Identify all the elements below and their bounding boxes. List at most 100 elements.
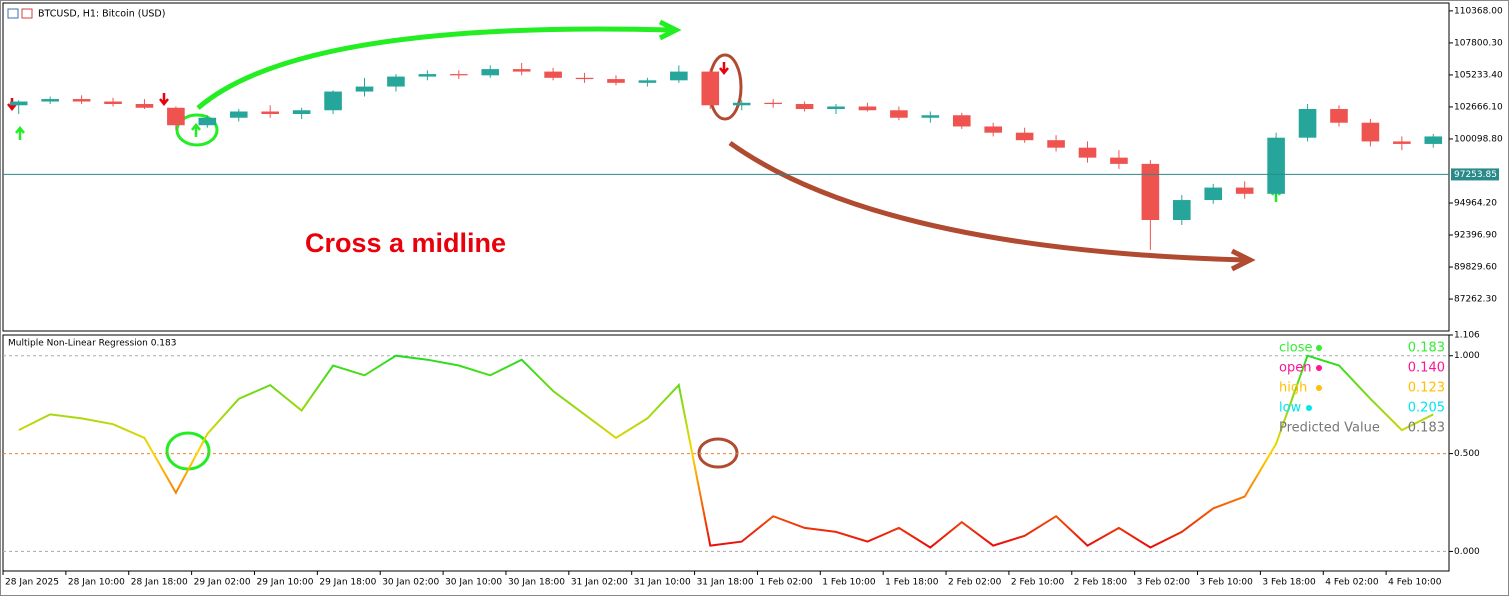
- legend-name: open: [1279, 361, 1311, 376]
- x-tick-label: 29 Jan 18:00: [319, 578, 376, 588]
- x-tick-label: 30 Jan 18:00: [508, 578, 565, 588]
- buy-signal: [15, 125, 25, 140]
- candle-body: [1204, 187, 1223, 201]
- candle-body: [701, 71, 720, 106]
- legend-name: close: [1279, 341, 1312, 356]
- buy-signal: [191, 122, 201, 137]
- y-tick-label: 105233.40: [1454, 70, 1503, 80]
- y-tick-label: 94964.20: [1454, 198, 1497, 208]
- candle-body: [167, 107, 185, 126]
- highlight: [697, 437, 739, 469]
- candle-body: [418, 74, 437, 77]
- candle-body: [324, 91, 342, 111]
- candle-body: [198, 117, 217, 126]
- sell-signal: [719, 62, 729, 76]
- legend-name: high: [1279, 381, 1307, 396]
- x-tick-label: 2 Feb 18:00: [1074, 578, 1128, 588]
- candle-body: [450, 74, 468, 76]
- x-tick-label: 4 Feb 02:00: [1325, 578, 1379, 588]
- annotation: Cross a midline: [305, 228, 506, 258]
- candle-body: [1424, 136, 1443, 144]
- candle-body: [135, 104, 154, 108]
- candle-body: [1110, 157, 1128, 164]
- candle-body: [104, 101, 122, 105]
- legend-dot: [1306, 405, 1312, 411]
- arrow: [728, 140, 1246, 263]
- y-tick-label: 102666.10: [1454, 102, 1503, 112]
- candle-body: [1393, 141, 1411, 144]
- candle-body: [670, 71, 688, 81]
- legend-name: low: [1279, 401, 1302, 416]
- candle-body: [481, 69, 500, 76]
- candle-body: [1267, 137, 1285, 194]
- x-tick-label: 30 Jan 10:00: [445, 578, 502, 588]
- x-tick-label: 1 Feb 10:00: [822, 578, 876, 588]
- candle-body: [984, 126, 1002, 133]
- candle-body: [9, 101, 28, 106]
- highlight: [175, 113, 219, 147]
- candle-body: [229, 111, 248, 118]
- x-tick-label: 31 Jan 10:00: [634, 578, 691, 588]
- y-tick-label: 100098.80: [1454, 134, 1503, 144]
- y-tick-label: 107800.30: [1454, 38, 1503, 48]
- icon[interactable]: [7, 8, 19, 19]
- arrow: [196, 26, 673, 110]
- candle-body: [387, 76, 405, 87]
- candle-body: [512, 69, 531, 72]
- candle-body: [72, 99, 91, 102]
- arrow-head: [1230, 248, 1256, 272]
- legend-dot: [1316, 365, 1322, 371]
- candle-body: [1173, 200, 1191, 221]
- candle-body: [764, 102, 782, 105]
- current-price-box: [1451, 168, 1499, 181]
- regression-line: [18, 354, 1434, 549]
- legend-dot: [1316, 345, 1322, 351]
- x-tick-label: 1 Feb 02:00: [759, 578, 813, 588]
- candle-body: [1298, 109, 1317, 138]
- candle-body: [41, 99, 59, 102]
- x-tick-label: 3 Feb 18:00: [1262, 578, 1316, 588]
- y-tick-label: 0.500: [1454, 449, 1480, 459]
- indicator-panel: [2, 334, 1450, 572]
- candle-body: [952, 115, 971, 127]
- candle-body: [1141, 163, 1160, 221]
- legend-value: 0.205: [1408, 401, 1445, 416]
- x-tick-label: 29 Jan 10:00: [256, 578, 313, 588]
- x-tick-label: 29 Jan 02:00: [194, 578, 251, 588]
- x-tick-label: 4 Feb 10:00: [1388, 578, 1442, 588]
- y-tick-label: 1.106: [1454, 331, 1480, 341]
- price-panel: [2, 2, 1450, 332]
- y-tick-label: 92396.90: [1454, 231, 1497, 241]
- candle-body: [732, 102, 751, 106]
- candle-body: [607, 79, 625, 83]
- y-tick-label: 89829.60: [1454, 263, 1497, 273]
- y-tick-label: 110368.00: [1454, 6, 1503, 16]
- indicator-title: Multiple Non-Linear Regression 0.183: [8, 339, 177, 349]
- candle-body: [575, 77, 594, 80]
- icon[interactable]: [21, 8, 33, 19]
- legend-value: 0.140: [1408, 361, 1445, 376]
- y-tick-label: 1.000: [1454, 351, 1480, 361]
- x-tick-label: 2 Feb 02:00: [948, 578, 1002, 588]
- x-tick-label: 3 Feb 10:00: [1200, 578, 1254, 588]
- x-tick-label: 31 Jan 18:00: [697, 578, 754, 588]
- x-tick-label: 2 Feb 10:00: [1011, 578, 1065, 588]
- x-tick-label: 1 Feb 18:00: [885, 578, 939, 588]
- legend-dot: [1316, 385, 1322, 391]
- x-tick-label: 28 Jan 10:00: [68, 578, 125, 588]
- candle-body: [261, 111, 279, 114]
- candle-body: [858, 106, 877, 111]
- candle-body: [1015, 132, 1034, 141]
- candle-body: [795, 104, 814, 110]
- x-tick-label: 3 Feb 02:00: [1137, 578, 1191, 588]
- x-tick-label: 28 Jan 2025: [5, 578, 59, 588]
- legend-value: 0.183: [1408, 341, 1445, 356]
- candle-body: [1047, 140, 1065, 148]
- current-price-label: 97253.85: [1454, 170, 1497, 180]
- x-tick-label: 31 Jan 02:00: [571, 578, 628, 588]
- candle-body: [1361, 122, 1380, 142]
- candle-body: [1078, 147, 1097, 158]
- candle-body: [827, 106, 845, 110]
- arrow-head: [658, 19, 682, 41]
